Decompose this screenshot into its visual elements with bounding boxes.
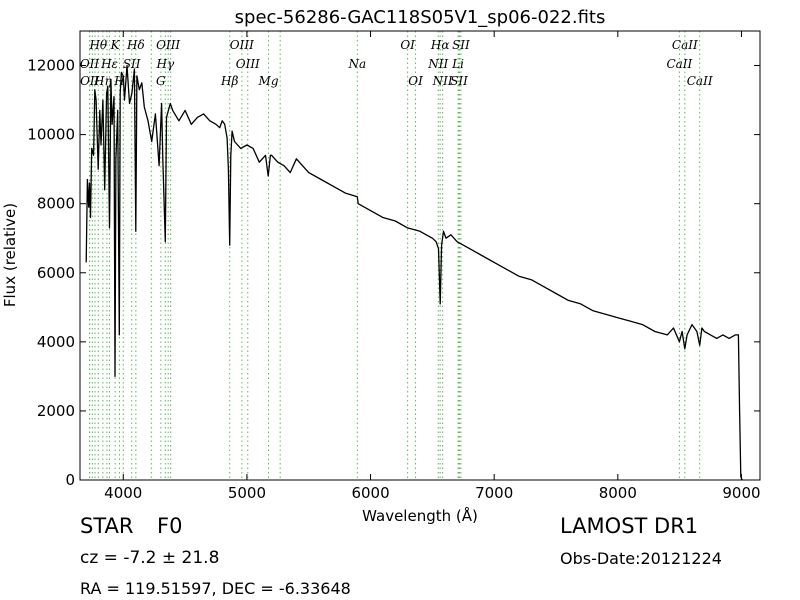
x-axis: 4000 5000 6000 7000 8000 9000: [104, 31, 761, 502]
x-axis-label: Wavelength (Å): [362, 506, 478, 525]
line-label: OIII: [156, 38, 180, 52]
line-label: NII: [432, 74, 453, 88]
x-tick-label: 8000: [599, 484, 637, 502]
line-label: OIII: [236, 57, 260, 71]
line-label: K: [110, 38, 121, 52]
line-label: OII: [80, 57, 100, 71]
y-tick-label: 4000: [37, 333, 75, 351]
line-label: SII: [123, 57, 141, 71]
object-class: STAR: [80, 514, 134, 538]
x-tick-label: 4000: [104, 484, 142, 502]
line-label: Hβ: [220, 74, 238, 88]
spectrum-line: [85, 64, 743, 481]
y-tick-label: 10000: [27, 126, 75, 144]
x-tick-label: 7000: [475, 484, 513, 502]
x-tick-label: 5000: [228, 484, 266, 502]
coordinates-info: RA = 119.51597, DEC = -6.33648: [80, 579, 351, 598]
line-label: CaII: [666, 57, 692, 71]
line-label: OIII: [230, 38, 254, 52]
line-label: SII: [452, 38, 470, 52]
redshift-info: cz = -7.2 ± 21.8: [80, 548, 220, 568]
y-axis: 0 2000 4000 6000 8000 10000 12000: [27, 57, 760, 489]
line-label: NII: [427, 57, 448, 71]
chart-title: spec-56286-GAC118S05V1_sp06-022.fits: [235, 7, 606, 28]
line-label: H: [113, 74, 125, 88]
spectral-line-markers: [89, 31, 701, 480]
line-label: Li: [451, 57, 464, 71]
line-label: CaII: [672, 38, 698, 52]
x-tick-label: 9000: [722, 484, 760, 502]
line-label: Hγ: [155, 57, 174, 71]
line-label: Hη: [93, 74, 112, 88]
y-tick-label: 8000: [37, 195, 75, 213]
line-label: Hα: [430, 38, 450, 52]
line-label: Hθ: [88, 38, 107, 52]
line-label: Mg: [258, 74, 279, 88]
line-label: Hε: [100, 57, 118, 71]
x-tick-label: 6000: [351, 484, 389, 502]
line-label: OII: [80, 74, 100, 88]
line-label: SII: [450, 74, 468, 88]
y-tick-label: 6000: [37, 264, 75, 282]
y-tick-label: 2000: [37, 402, 75, 420]
line-label: OI: [408, 74, 423, 88]
y-axis-label: Flux (relative): [1, 203, 19, 307]
line-label: CaII: [687, 74, 713, 88]
plot-frame: [79, 30, 761, 481]
line-label: Hδ: [126, 38, 145, 52]
line-label: G: [156, 74, 166, 88]
survey-label: LAMOST DR1: [560, 514, 699, 538]
line-label: Na: [347, 57, 366, 71]
line-label: OI: [400, 38, 415, 52]
y-tick-label: 12000: [27, 57, 75, 75]
object-subclass: F0: [157, 514, 183, 538]
y-tick-label: 0: [65, 471, 75, 489]
obs-date: Obs-Date:20121224: [560, 549, 722, 568]
